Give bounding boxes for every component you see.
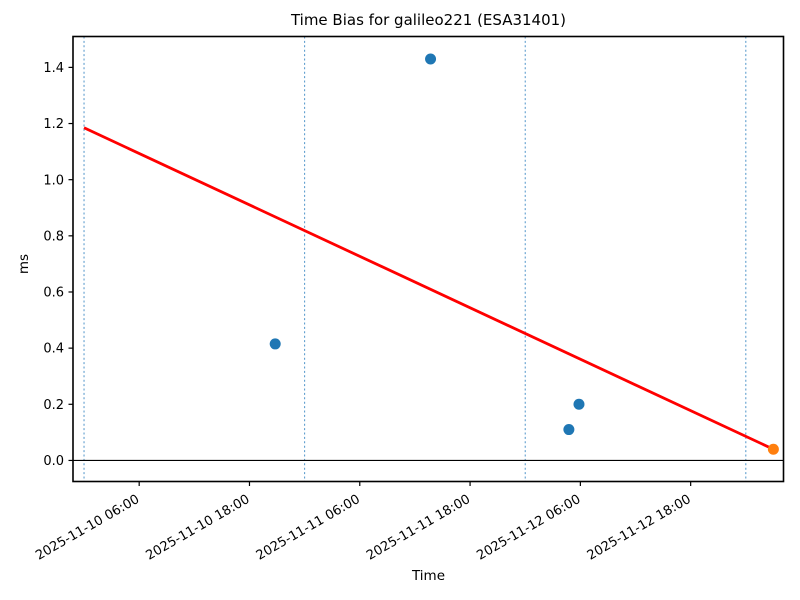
- y-axis-label: ms: [16, 253, 32, 275]
- y-tick-label: 0.6: [43, 286, 64, 301]
- data-point: [573, 398, 585, 410]
- x-axis-label: Time: [411, 568, 446, 584]
- trend-line: [83, 126, 774, 451]
- x-tick-label: 2025-11-11 06:00: [254, 492, 363, 564]
- chart-title: Time Bias for galileo221 (ESA31401): [290, 11, 567, 29]
- data-point: [269, 338, 281, 350]
- x-tick-label: 2025-11-11 18:00: [364, 492, 473, 564]
- y-tick-label: 0.0: [43, 454, 64, 469]
- y-tick-label: 0.2: [43, 398, 64, 413]
- y-tick-label: 1.4: [43, 61, 64, 76]
- y-tick-label: 1.0: [43, 173, 64, 188]
- x-tick-label: 2025-11-10 18:00: [144, 492, 253, 564]
- y-tick-label: 0.8: [43, 229, 64, 244]
- data-point: [563, 424, 575, 436]
- y-tick-label: 0.4: [43, 342, 64, 357]
- data-point: [425, 53, 437, 65]
- x-tick-label: 2025-11-10 06:00: [33, 492, 142, 564]
- y-tick-label: 1.2: [43, 117, 64, 132]
- x-tick-label: 2025-11-12 18:00: [585, 492, 694, 564]
- x-tick-label: 2025-11-12 06:00: [474, 492, 583, 564]
- data-point: [767, 443, 779, 455]
- plot-border: [72, 35, 785, 483]
